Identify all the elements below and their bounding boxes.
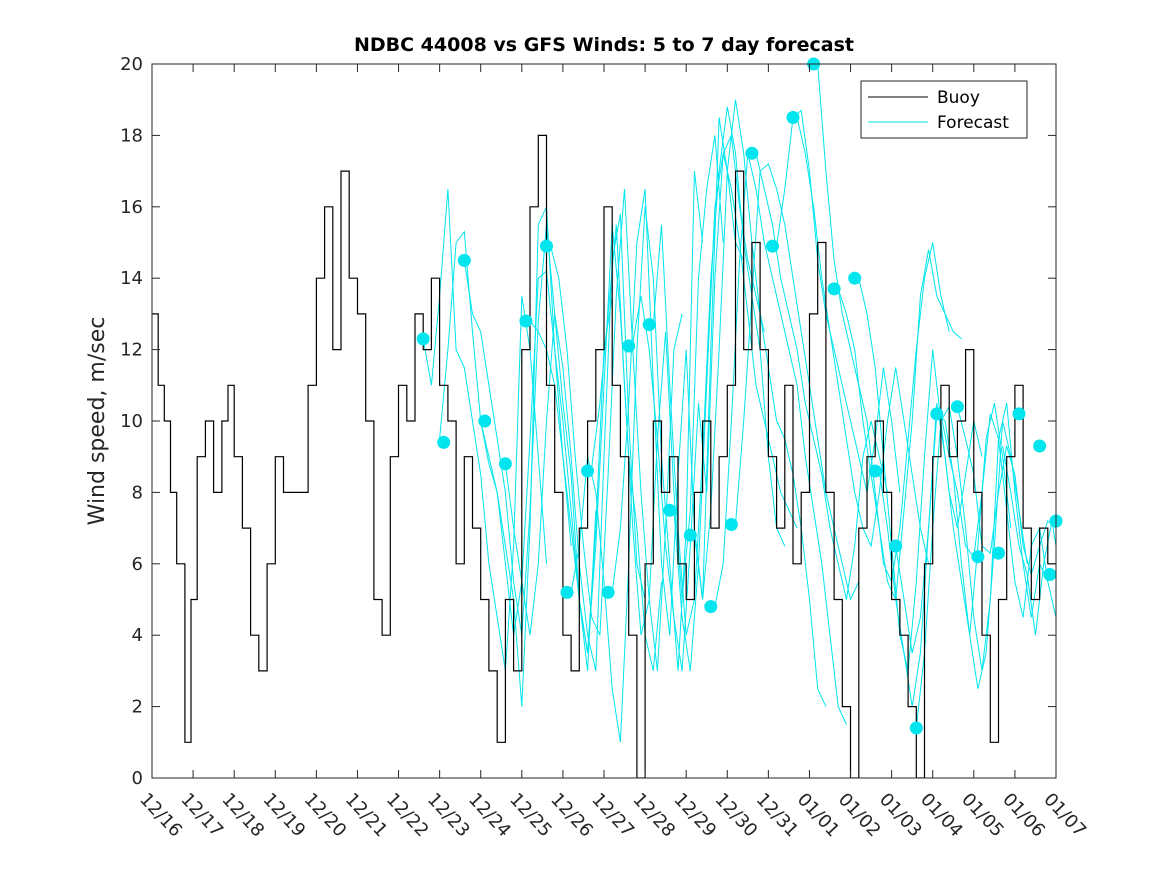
x-tick-label: 01/01 [793,789,844,841]
forecast-point [437,435,451,449]
forecast-run-line [652,106,786,636]
forecast-run-line [570,171,704,743]
forecast-point [992,546,1005,560]
x-tick-label: 12/16 [135,789,186,841]
y-tick-label: 16 [120,197,143,218]
forecast-point [1033,439,1047,453]
forecast-point [416,332,430,346]
marker-layer [416,57,1063,735]
x-tick-label: 12/30 [711,789,762,841]
forecast-point [601,585,615,599]
forecast-point [950,400,964,414]
forecast-point [889,539,903,553]
legend-forecast-label: Forecast [937,113,1009,133]
x-tick-label: 12/21 [341,789,392,841]
y-tick-label: 8 [132,482,143,503]
x-tick-label: 12/20 [300,789,351,841]
x-tick-label: 01/03 [875,789,926,841]
forecast-run-line [817,64,950,584]
forecast-point [663,503,677,517]
forecast-run-line [735,163,860,602]
forecast-point [560,585,574,599]
y-tick-label: 12 [120,340,143,361]
forecast-run-line [755,153,888,600]
forecast-point [745,146,759,160]
y-tick-label: 10 [120,411,143,432]
forecast-run-line [858,278,983,672]
x-tick-label: 12/18 [218,789,269,841]
forecast-point [909,721,923,735]
x-tick-label: 01/07 [1039,789,1090,841]
forecast-point [478,414,492,428]
forecast-point [827,282,841,296]
y-tick-label: 20 [120,54,143,75]
y-tick-label: 18 [120,125,143,146]
x-tick-label: 01/04 [916,789,967,841]
y-tick-label: 0 [132,768,143,789]
x-tick-label: 12/23 [423,789,474,841]
x-tick-label: 12/28 [628,789,679,841]
forecast-run-line [714,153,847,725]
x-tick-label: 12/31 [752,789,803,841]
y-tick-label: 6 [132,554,143,575]
buoy-line [152,134,1056,778]
forecast-point [581,464,595,478]
y-tick-label: 4 [132,625,143,646]
x-tick-label: 12/29 [670,789,721,841]
x-tick-label: 01/05 [957,789,1008,841]
y-tick-label: 14 [120,268,143,289]
forecast-run-line [550,188,683,671]
y-axis: 0 2 4 6 8 10 12 14 16 18 20 [120,54,1056,789]
forecast-point [642,318,656,332]
forecast-run-line [1002,445,1056,636]
forecast-point [766,239,779,253]
x-tick-label: 12/24 [464,789,515,841]
forecast-point [519,314,533,328]
forecast-run-line [837,249,962,602]
x-tick-label: 12/26 [546,789,597,841]
forecast-run-line [463,224,597,671]
forecast-point [622,339,636,353]
x-tick-label: 12/27 [587,789,638,841]
data-layer [152,64,1056,778]
forecast-point [1043,568,1057,581]
y-tick-label: 2 [132,697,143,718]
forecast-point [930,407,944,421]
x-tick-label: 12/22 [382,789,433,841]
forecast-point [971,550,985,564]
forecast-run-line [529,224,662,672]
x-tick-label: 12/25 [505,789,556,841]
forecast-point [498,457,512,471]
legend-buoy-label: Buoy [937,88,980,108]
legend: Buoy Forecast [860,80,1028,139]
forecast-run-line [504,213,646,672]
forecast-point [1012,407,1026,421]
x-tick-label: 01/06 [998,789,1049,841]
chart-title: NDBC 44008 vs GFS Winds: 5 to 7 day fore… [354,34,854,56]
forecast-point [868,464,882,478]
y-axis-label: Wind speed, m/sec [85,317,110,526]
forecast-run-line [895,412,1028,689]
forecast-point [540,239,553,253]
forecast-point [704,600,718,614]
forecast-point [724,518,738,531]
legend-box [860,80,1028,139]
forecast-run-line [940,413,1056,618]
x-tick-label: 12/17 [176,789,227,841]
forecast-point [683,528,697,542]
forecast-point [457,253,471,267]
forecast-point [848,271,862,285]
forecast-point [786,111,800,124]
x-tick-label: 12/19 [259,789,310,841]
plot-area [152,64,1056,778]
x-tick-label: 01/02 [834,789,885,841]
